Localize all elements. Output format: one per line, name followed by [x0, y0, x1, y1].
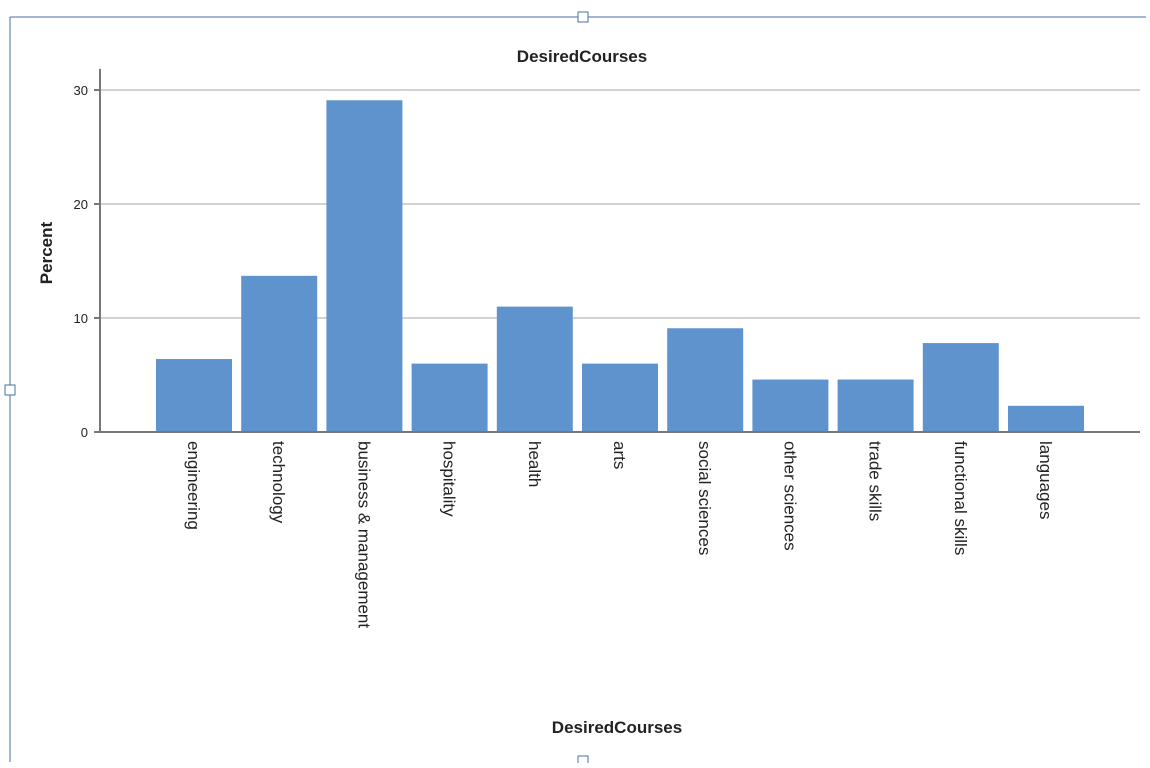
x-tick-label: engineering [184, 441, 203, 530]
y-tick-label: 0 [81, 425, 88, 440]
x-tick-label: health [525, 441, 544, 487]
x-tick-label: business & management [354, 441, 373, 628]
bar-trade-skills [837, 379, 914, 432]
bar-engineering [156, 359, 232, 432]
bar-health [496, 306, 573, 432]
bar-other-sciences [752, 379, 829, 432]
bar-functional-skills [922, 343, 999, 432]
bars [156, 100, 1084, 432]
bar-business-management [326, 100, 403, 432]
resize-handle-left[interactable] [4, 384, 16, 396]
bar-arts [582, 363, 658, 432]
y-tick-label: 20 [74, 197, 88, 212]
x-tick-label: arts [610, 441, 629, 469]
x-tick-label: technology [269, 441, 288, 524]
y-tick-labels: 0 10 20 30 [74, 83, 100, 440]
bar-technology [241, 275, 318, 432]
x-axis-label: DesiredCourses [552, 718, 682, 737]
x-tick-label: functional skills [951, 441, 970, 555]
resize-handle-top[interactable] [577, 11, 589, 23]
bar-languages [1008, 405, 1084, 432]
selection-frame [4, 11, 1146, 767]
x-tick-label: trade skills [866, 441, 885, 521]
x-tick-label: hospitality [440, 441, 459, 517]
bar-hospitality [411, 363, 488, 432]
x-tick-label: languages [1036, 441, 1055, 519]
bar-social-sciences [667, 328, 744, 432]
y-axis-label: Percent [37, 221, 56, 284]
x-tick-labels: engineering technology business & manageme… [184, 441, 1055, 628]
resize-handle-bottom[interactable] [577, 755, 589, 767]
axes [99, 68, 1140, 433]
y-tick-label: 30 [74, 83, 88, 98]
x-tick-label: other sciences [780, 441, 799, 551]
chart-title: DesiredCourses [517, 47, 647, 66]
x-tick-label: social sciences [695, 441, 714, 555]
y-tick-label: 10 [74, 311, 88, 326]
